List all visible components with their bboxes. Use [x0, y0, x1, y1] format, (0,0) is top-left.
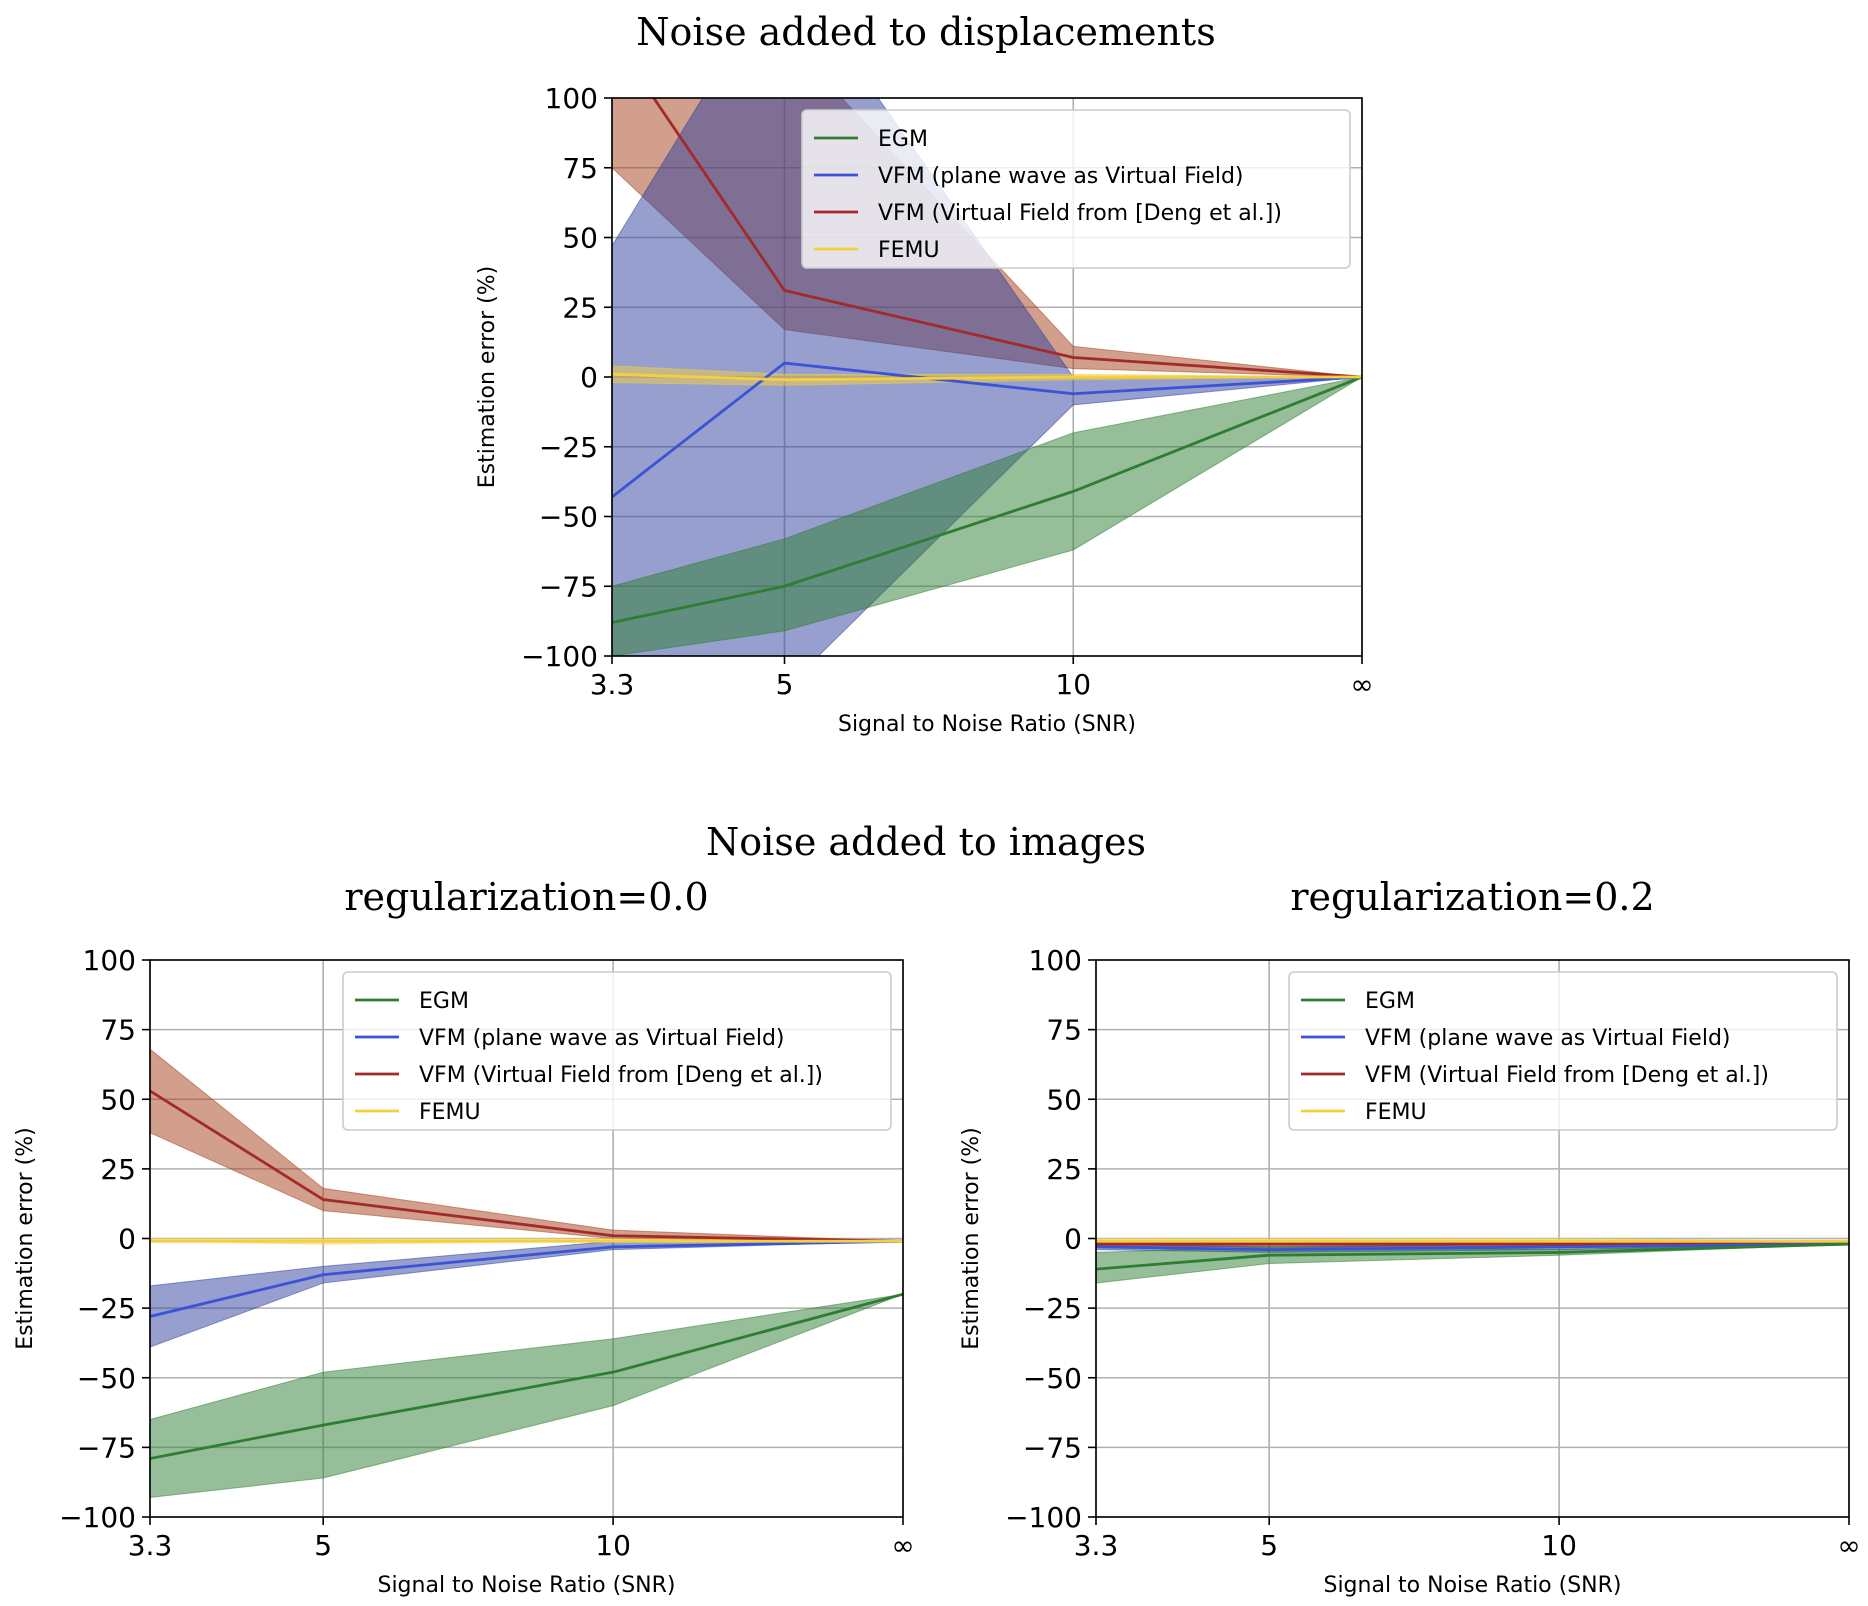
y-tick-label: 75: [1046, 1014, 1082, 1047]
x-axis-label: Signal to Noise Ratio (SNR): [838, 712, 1136, 737]
x-tick-label: ∞: [1350, 668, 1373, 701]
bottom-title: Noise added to images: [706, 820, 1146, 864]
line-egm: [612, 375, 1362, 624]
data-layer: [1096, 1238, 1849, 1284]
y-tick-label: 50: [1046, 1083, 1082, 1116]
x-tick-label: 3.3: [128, 1529, 173, 1562]
legend-label-egm: EGM: [878, 127, 928, 152]
legend-label-femu: FEMU: [419, 1100, 481, 1125]
y-tick-label: −100: [59, 1501, 136, 1534]
x-tick-label: 10: [1541, 1529, 1577, 1562]
y-tick-label: −75: [539, 570, 598, 603]
legend-label-vfm_plane: VFM (plane wave as Virtual Field): [878, 164, 1244, 189]
y-tick-label: 50: [562, 222, 598, 255]
data-layer: [612, 98, 1362, 656]
legend-box: [1288, 971, 1838, 1131]
y-axis-label: Estimation error (%): [13, 1127, 38, 1349]
y-tick-label: 0: [1064, 1223, 1082, 1256]
legend-label-vfm_deng: VFM (Virtual Field from [Deng et al.]): [878, 201, 1282, 226]
x-tick-label: 10: [595, 1529, 631, 1562]
legend: EGM VFM (plane wave as Virtual Field) VFM …: [801, 109, 1351, 269]
y-tick-label: −75: [77, 1431, 136, 1464]
line-vfm_deng: [150, 1089, 903, 1243]
legend-label-vfm_plane: VFM (plane wave as Virtual Field): [419, 1026, 785, 1051]
y-tick-label: 25: [1046, 1153, 1082, 1186]
legend-box: [342, 971, 892, 1131]
y-tick-label: 25: [562, 291, 598, 324]
x-tick-label: ∞: [891, 1529, 914, 1562]
y-tick-label: 75: [562, 152, 598, 185]
y-tick-label: 25: [100, 1153, 136, 1186]
x-tick-label: ∞: [1837, 1529, 1860, 1562]
y-tick-label: −100: [1005, 1501, 1082, 1534]
y-tick-label: 0: [580, 361, 598, 394]
legend-label-vfm_deng: VFM (Virtual Field from [Deng et al.]): [1365, 1063, 1769, 1088]
y-tick-label: −50: [77, 1362, 136, 1395]
line-femu: [612, 372, 1362, 382]
y-axis-label: Estimation error (%): [475, 266, 500, 488]
line-egm: [1096, 1242, 1849, 1271]
y-tick-label: 75: [100, 1014, 136, 1047]
y-tick-label: −50: [539, 501, 598, 534]
x-axis-label: Signal to Noise Ratio (SNR): [377, 1573, 675, 1598]
legend-box: [801, 109, 1351, 269]
legend-label-vfm_plane: VFM (plane wave as Virtual Field): [1365, 1026, 1731, 1051]
y-tick-label: 100: [1029, 944, 1082, 977]
legend-label-femu: FEMU: [1365, 1100, 1427, 1125]
y-tick-label: 50: [100, 1083, 136, 1116]
y-tick-label: −75: [1023, 1431, 1082, 1464]
band-egm: [612, 376, 1362, 656]
legend-label-egm: EGM: [419, 989, 469, 1014]
y-axis-label: Estimation error (%): [959, 1127, 984, 1349]
chart-subtitle: regularization=0.2: [1290, 875, 1654, 919]
line-vfm_plane: [150, 1239, 903, 1318]
legend-label-vfm_deng: VFM (Virtual Field from [Deng et al.]): [419, 1063, 823, 1088]
y-tick-label: 100: [545, 82, 598, 115]
top-title: Noise added to displacements: [636, 10, 1215, 54]
chart-images-reg-0: regularization=0.0 100 75 50 25 0 −25 −50 −75 −10…: [13, 875, 915, 1598]
legend: EGM VFM (plane wave as Virtual Field) VFM …: [342, 971, 892, 1131]
x-tick-label: 3.3: [590, 668, 635, 701]
line-egm: [150, 1292, 903, 1460]
legend-label-femu: FEMU: [878, 238, 940, 263]
legend-label-egm: EGM: [1365, 989, 1415, 1014]
x-tick-label: 5: [1260, 1529, 1278, 1562]
y-tick-label: −100: [521, 640, 598, 673]
chart-subtitle: regularization=0.0: [344, 875, 708, 919]
x-tick-label: 5: [776, 668, 794, 701]
x-tick-label: 3.3: [1074, 1529, 1119, 1562]
y-tick-label: 0: [118, 1223, 136, 1256]
line-vfm_deng: [652, 98, 1362, 379]
y-tick-label: 100: [83, 944, 136, 977]
y-tick-label: −25: [539, 431, 598, 464]
y-tick-label: −50: [1023, 1362, 1082, 1395]
legend: EGM VFM (plane wave as Virtual Field) VFM …: [1288, 971, 1838, 1131]
y-tick-label: −25: [77, 1292, 136, 1325]
x-tick-label: 10: [1055, 668, 1091, 701]
x-axis-label: Signal to Noise Ratio (SNR): [1323, 1573, 1621, 1598]
chart-images-reg-02: regularization=0.2 100 75 50 25 0 −25 −50 −75 −10…: [959, 875, 1861, 1598]
line-vfm_plane: [1096, 1242, 1849, 1252]
y-tick-label: −25: [1023, 1292, 1082, 1325]
x-tick-label: 5: [314, 1529, 332, 1562]
data-layer: [150, 1048, 903, 1499]
